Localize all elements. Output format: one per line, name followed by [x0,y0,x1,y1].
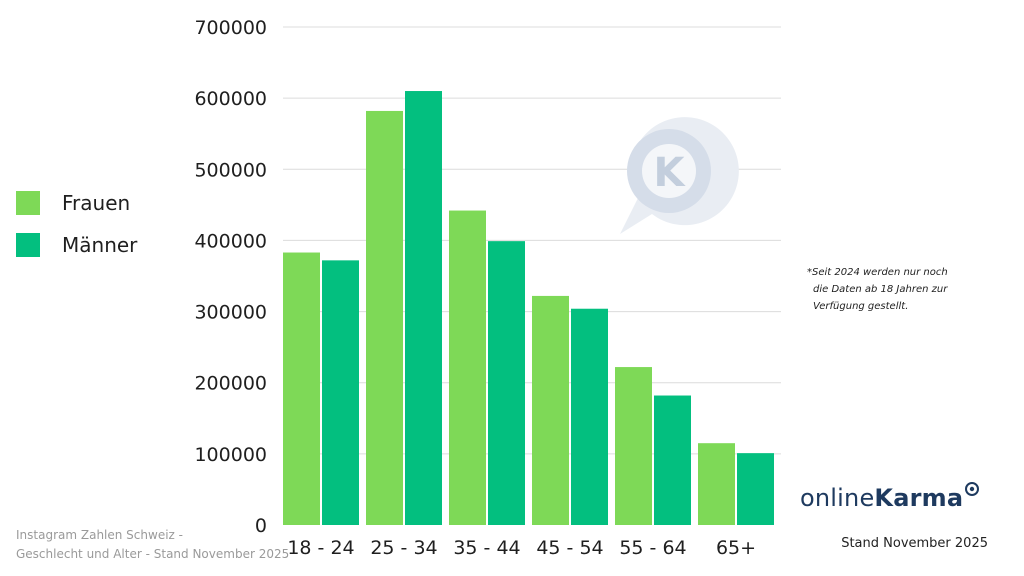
x-category-label: 55 - 64 [619,537,686,559]
x-category-label: 35 - 44 [453,537,520,559]
logo-text: onlineKarma [800,484,963,512]
bar-maenner [571,308,608,525]
speech-bubble-icon [965,482,980,496]
bar-maenner [322,260,359,525]
bar-frauen [366,110,403,525]
x-category-label: 65+ [716,537,756,559]
y-tick-label: 0 [255,515,267,537]
y-tick-label: 100000 [194,444,267,466]
caption-line-1: Instagram Zahlen Schweiz - [16,528,183,542]
y-tick-label: 400000 [194,230,267,252]
footnote-line-3: Verfügung gestellt. [813,301,909,312]
footnote: *Seit 2024 werden nur noch die Daten ab … [807,264,987,315]
y-axis-ticks: 0 100000 200000 300000 400000 500000 600000 700… [194,17,267,537]
bar-frauen [283,252,320,525]
bar-maenner [737,453,774,525]
bar-maenner [488,241,525,525]
x-category-label: 45 - 54 [536,537,603,559]
bar-maenner [405,91,442,526]
onlinekarma-logo: onlineKarma [800,482,980,512]
y-tick-label: 200000 [194,373,267,395]
bar-frauen [698,443,735,525]
bar-frauen [532,295,569,525]
caption: Instagram Zahlen Schweiz - Geschlecht un… [16,526,306,564]
bar-frauen [615,367,652,525]
legend-item-maenner: Männer [16,224,137,266]
caption-line-2: Geschlecht und Alter - Stand November 20… [16,547,290,561]
legend-swatch-maenner [16,233,40,257]
legend: Frauen Männer [16,182,137,266]
bar-frauen [449,210,486,525]
legend-item-frauen: Frauen [16,182,137,224]
footnote-line-2: die Daten ab 18 Jahren zur [813,284,948,295]
x-category-label: 25 - 34 [370,537,437,559]
watermark-letter: K [654,150,687,196]
footnote-line-1: *Seit 2024 werden nur noch [807,267,948,278]
y-tick-label: 300000 [194,302,267,324]
watermark-inner [642,144,696,198]
legend-swatch-frauen [16,191,40,215]
bar-maenner [654,395,691,525]
logo-text-light: online [800,484,875,512]
y-tick-label: 600000 [194,88,267,110]
y-tick-label: 500000 [194,159,267,181]
x-axis-categories: 18 - 24 25 - 34 35 - 44 45 - 54 55 - 64 65+ [287,537,756,559]
x-category-label: 18 - 24 [287,537,354,559]
watermark: K [620,117,739,234]
bars [283,91,774,526]
logo-text-bold: Karma [874,484,964,512]
stand-label: Stand November 2025 [841,536,988,551]
legend-label-frauen: Frauen [62,191,131,215]
y-tick-label: 700000 [194,17,267,39]
legend-label-maenner: Männer [62,233,138,257]
